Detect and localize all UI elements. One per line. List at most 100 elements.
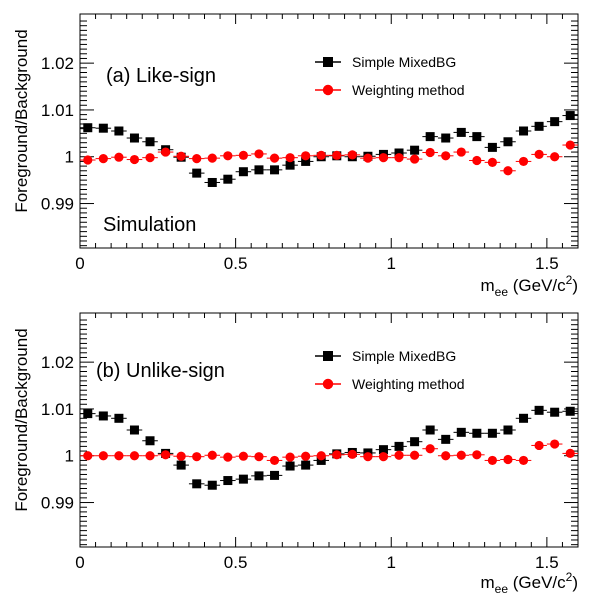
chart-1-series-1-point	[409, 154, 420, 164]
chart-2-series-0-point	[394, 441, 404, 451]
chart-2-series-0-point	[83, 409, 93, 419]
chart-1-series-0-point	[270, 165, 280, 175]
chart-1-series-1-point	[394, 153, 404, 163]
chart-1-series-1-point	[192, 154, 202, 164]
chart-1-legend-marker-0	[323, 57, 333, 67]
chart-2-series-1-point	[487, 455, 498, 466]
chart-1-series-0-point	[114, 126, 124, 136]
chart-1-legend-label-0: Simple MixedBG	[352, 54, 456, 70]
chart-1-series-1-point	[176, 151, 186, 161]
chart-1-x-tick-label-3: 1.5	[535, 254, 559, 273]
chart-2-legend-marker-0	[323, 351, 333, 361]
chart-2-series-1-point	[98, 451, 108, 461]
chart-1-series-0-point	[410, 145, 420, 155]
chart-2-x-axis-label: mee (GeV/c2)	[480, 570, 578, 596]
chart-2-series-0-point	[456, 427, 466, 437]
chart-1-series-0-point	[238, 167, 248, 177]
chart-1-series-1-point	[347, 150, 357, 160]
chart-1-series-0-point	[519, 126, 529, 136]
chart-2-series-0-point	[192, 479, 202, 489]
chart-1-series-0-point	[550, 117, 560, 127]
chart-1-series-0-point	[503, 137, 513, 147]
chart-2-series-1-point	[316, 451, 326, 461]
chart-2-series-0-point	[316, 455, 326, 465]
chart-2-series-1-point	[160, 450, 171, 460]
chart-2-series-0-point	[472, 428, 482, 438]
chart-2-x-tick-label-0: 0	[75, 553, 84, 572]
chart-1-series-1-point	[534, 149, 544, 159]
chart-2-series-0-point	[410, 437, 420, 447]
chart-2-x-axis-label-part-2: (GeV/c	[508, 573, 566, 592]
chart-2-x-axis-label-part-1: ee	[495, 582, 509, 596]
chart-2-series-1	[80, 439, 578, 466]
chart-2-series-1-point	[114, 451, 124, 461]
chart-2-series-1-point	[269, 455, 280, 466]
chart-2-series-0-point	[441, 434, 451, 444]
chart-2-series-1-point	[378, 452, 389, 462]
chart-1-series-1-point	[503, 166, 513, 176]
chart-1-series-1-point	[301, 151, 311, 161]
chart-2-series-1-point	[207, 450, 217, 460]
chart-1-series-1-point	[238, 150, 249, 160]
chart-1: 0 0.5 1 1.5 0.99 1 1.01 1.02 Foreground/Backgrou…	[12, 13, 579, 299]
chart-1-series-0-point	[487, 142, 497, 152]
chart-1-series-1-point	[129, 154, 140, 165]
chart-2-series-0-point	[550, 407, 560, 417]
chart-2-y-tick-label-0: 0.99	[41, 494, 74, 513]
chart-2-series-0-point	[519, 413, 529, 423]
chart-2-series-1-point	[503, 454, 513, 465]
chart-2-series-1-point	[425, 444, 435, 454]
chart-2-series-1-point	[129, 451, 140, 461]
chart-2-series-0-point	[425, 425, 435, 435]
chart-2-series-1-point	[347, 449, 357, 459]
chart-1-series-1-point	[83, 155, 93, 165]
chart-1-series-1-point	[565, 140, 575, 150]
chart-2-series-1-point	[192, 452, 202, 462]
chart-1-series-1-point	[98, 154, 108, 164]
chart-1-simulation-label: Simulation	[103, 214, 196, 236]
chart-1-series-0	[80, 111, 578, 187]
chart-2-series-1-point	[409, 450, 420, 460]
chart-2-series-0	[80, 405, 578, 490]
chart-2-series-1-point	[285, 452, 295, 462]
chart-2-legend-marker-1	[322, 378, 334, 390]
chart-2-series-1-point	[223, 452, 233, 462]
chart-1-series-0-point	[285, 160, 295, 170]
chart-1-frame	[79, 13, 579, 249]
chart-1-series-1-point	[487, 157, 498, 167]
chart-2-y-axis-label: Foreground/Background	[12, 328, 31, 511]
chart-2-series-1-point	[472, 450, 482, 460]
chart-1-series-1-point	[160, 147, 171, 157]
chart-2-series-0-point	[565, 406, 575, 416]
chart-2-series-0-point	[487, 428, 497, 438]
chart-2-series-0-point	[129, 425, 139, 435]
chart-2-series-1-point	[456, 450, 466, 460]
chart-1-series-0-point	[301, 156, 311, 166]
chart-1-legend-marker-1	[322, 84, 334, 96]
chart-2-series-0-point	[534, 405, 544, 415]
chart-2-series-1-point	[394, 450, 404, 460]
chart-2-y-tick-label-3: 1.02	[41, 353, 74, 372]
chart-2-series-0-point	[238, 474, 248, 484]
chart-1-series-1-point	[207, 153, 217, 163]
chart-1-x-axis-label: mee (GeV/c2)	[480, 273, 578, 299]
chart-1-series-0-point	[565, 111, 575, 121]
chart-2-series-1-point	[145, 451, 155, 461]
chart-1-y-axis-label: Foreground/Background	[12, 29, 31, 212]
chart-1-series-1-point	[254, 149, 264, 159]
chart-2-panel-label: (b) Unlike-sign	[96, 360, 225, 382]
chart-1-series-1-point	[363, 153, 373, 163]
chart-2-series-1-point	[301, 451, 311, 461]
chart-1-y-tick-label-3: 1.02	[41, 54, 74, 73]
chart-2-series-0-point	[207, 480, 217, 490]
chart-1-series-1-point	[441, 151, 451, 161]
chart-1-series-1-point	[378, 153, 389, 163]
chart-1-x-axis-label-part-4: )	[572, 276, 578, 295]
chart-2-series-1-point	[363, 452, 373, 462]
chart-1-series-0-point	[441, 133, 451, 143]
chart-2-series-0-point	[285, 461, 295, 471]
chart-1-series-1-point	[114, 152, 124, 162]
chart-1-panel-label: (a) Like-sign	[106, 65, 216, 87]
chart-1-y-tick-label-0: 0.99	[41, 195, 74, 214]
chart-2-series-1-point	[518, 455, 529, 466]
